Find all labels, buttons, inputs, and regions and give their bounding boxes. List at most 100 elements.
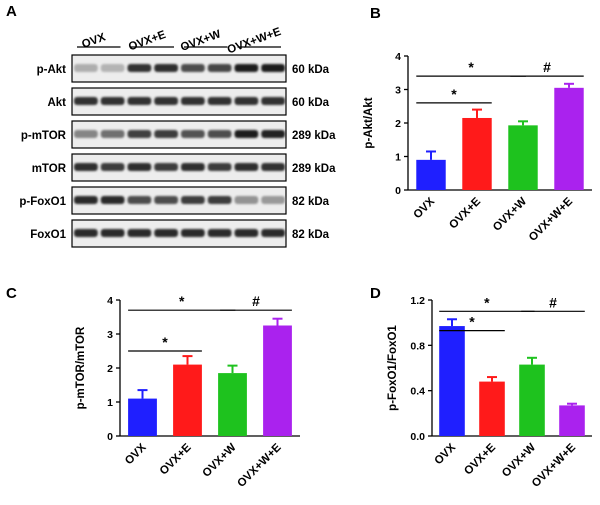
x-tick-label: OVX+W+E [235,441,283,489]
y-tick-label: 1 [395,152,401,164]
molecular-weight-label: 82 kDa [292,229,330,241]
y-tick-label: 3 [107,329,113,341]
blot-band [207,163,232,171]
blot-band [261,196,285,204]
bar [559,405,585,436]
y-tick-label: 0 [107,431,113,443]
x-tick-label: OVX+W+E [527,195,575,243]
bar [508,125,538,190]
bar [128,398,157,436]
bar [439,326,465,436]
significance-marker: * [162,334,168,350]
blot-band [207,229,232,237]
blot-band [127,64,152,72]
y-tick-label: 1 [107,397,113,409]
blot-band [74,163,98,171]
significance-marker: * [484,294,490,310]
significance-marker: # [252,293,260,309]
blot-band [100,163,125,171]
blot-band [261,64,285,72]
blot-band [207,130,232,138]
significance-marker: * [469,314,475,330]
blot-band [234,229,259,237]
bar [173,364,202,436]
y-tick-label: 0.8 [410,340,425,352]
protein-label: p-mTOR [21,130,67,142]
x-tick-label: OVX+E [447,195,483,231]
x-tick-label: OVX [411,195,437,221]
blot-band [154,130,178,138]
blot-band [74,130,98,138]
blot-band [127,97,152,105]
blot-band [207,97,232,105]
x-tick-label: OVX [123,441,149,467]
blot-band [100,97,125,105]
bar [554,87,584,190]
blot-band [100,130,125,138]
y-tick-label: 4 [395,51,401,63]
x-tick-label: OVX+E [462,441,498,477]
blot-band [74,229,98,237]
blot-band [154,97,178,105]
bar [519,364,545,436]
blot-band [100,64,125,72]
protein-label: FoxO1 [30,229,66,241]
blot-band [234,196,259,204]
bar [416,159,446,190]
blot-band [181,130,205,138]
x-tick-label: OVX+E [158,441,194,477]
blot-band [154,64,178,72]
x-tick-label: OVX+W [491,196,529,234]
blot-band [100,196,125,204]
x-tick-label: OVX+W+E [530,441,578,489]
group-label: OVX [80,31,107,51]
panel-letter: D [370,285,381,302]
panel-letter: B [370,5,381,22]
molecular-weight-label: 60 kDa [292,64,330,76]
blot-band [181,163,205,171]
group-label: OVX+W+E [226,26,283,57]
blot-band [234,97,259,105]
blot-band [74,97,98,105]
blot-band [261,97,285,105]
x-tick-label: OVX+W [500,442,538,480]
group-label: OVX+W [179,28,223,54]
molecular-weight-label: 60 kDa [292,97,330,109]
blot-band [74,196,98,204]
y-tick-label: 2 [395,118,401,130]
panel-letter: C [6,285,17,302]
group-label: OVX+E [127,29,168,54]
blot-band [127,163,152,171]
blot-band [154,163,178,171]
bar [263,325,292,436]
bar [218,373,247,436]
significance-marker: * [468,59,474,75]
blot-band [127,130,152,138]
blot-band [234,64,259,72]
blot-band [261,163,285,171]
molecular-weight-label: 289 kDa [292,163,336,175]
significance-marker: # [549,294,557,310]
blot-band [234,130,259,138]
blot-band [234,163,259,171]
significance-marker: * [179,293,185,309]
blot-band [181,97,205,105]
protein-label: p-Akt [37,64,67,76]
significance-marker: * [451,86,457,102]
molecular-weight-label: 82 kDa [292,196,330,208]
panel-letter: A [6,3,17,20]
y-axis-title: p-mTOR/mTOR [75,326,87,409]
x-tick-label: OVX [432,441,458,467]
y-tick-label: 0.4 [410,386,425,398]
blot-band [154,229,178,237]
blot-band [74,64,98,72]
y-tick-label: 1.2 [410,295,425,307]
blot-band [181,196,205,204]
molecular-weight-label: 289 kDa [292,130,336,142]
x-tick-label: OVX+W [201,442,239,480]
blot-band [181,64,205,72]
protein-label: Akt [47,97,66,109]
blot-band [207,196,232,204]
